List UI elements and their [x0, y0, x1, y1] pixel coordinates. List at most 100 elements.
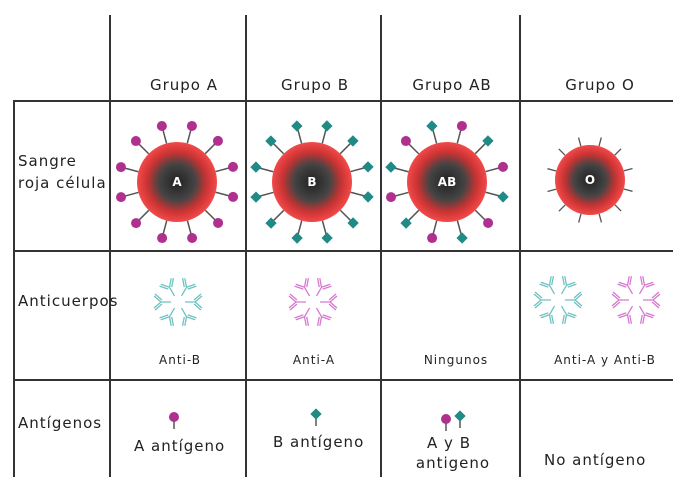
antigen-b	[347, 217, 359, 229]
antibody	[565, 291, 583, 309]
antigen-tick	[547, 168, 557, 172]
antigen-a	[227, 161, 238, 172]
antigen-a	[497, 161, 508, 172]
antibody-shape	[320, 293, 338, 311]
antigen-a	[400, 136, 411, 147]
antigen-b	[310, 408, 322, 420]
red-cell	[407, 142, 487, 222]
antigen-b	[456, 232, 468, 244]
antibody-shape	[638, 275, 655, 295]
antigen-a	[187, 232, 198, 243]
antigen-b	[250, 161, 262, 173]
antibody-shape	[611, 291, 629, 309]
antibody-shape	[159, 277, 176, 297]
antigen-b	[454, 410, 466, 422]
antigen-a	[427, 233, 438, 244]
antibody	[611, 291, 629, 309]
antibody	[539, 275, 556, 295]
antigen-label: B antígeno	[273, 433, 364, 451]
cell-type: B	[307, 175, 316, 189]
antibody	[643, 291, 661, 309]
labels: Grupo A Grupo B Grupo AB Grupo O Sangre …	[18, 76, 656, 472]
antigen-label: A y B	[427, 434, 471, 452]
antigen-b	[385, 161, 397, 173]
antibody-shape	[560, 305, 577, 325]
row-label: Sangre	[18, 152, 77, 170]
antibody-label: Anti-A y Anti-B	[554, 353, 656, 367]
antibody-shape	[315, 307, 332, 327]
antibody	[638, 305, 655, 325]
antibody	[560, 275, 577, 295]
antigen-a	[157, 233, 168, 244]
antibody	[294, 277, 311, 297]
red-cell	[137, 142, 217, 222]
antigen-label: No antígeno	[544, 451, 646, 469]
antibody-shape	[288, 293, 306, 311]
antibody	[320, 293, 338, 311]
antigen-tick	[598, 137, 602, 147]
antibody-shape	[180, 307, 197, 327]
antibody	[617, 305, 634, 325]
antigen-a	[130, 136, 141, 147]
red-cell	[555, 145, 625, 215]
row-label: roja célula	[18, 174, 107, 192]
antibody	[539, 305, 556, 325]
column-header: Grupo A	[150, 76, 218, 94]
antibody-shape	[560, 275, 577, 295]
antibody-shape	[643, 291, 661, 309]
column-header: Grupo B	[281, 76, 349, 94]
antibody-shape	[294, 307, 311, 327]
column-header: Grupo AB	[412, 76, 491, 94]
antigen-a	[212, 135, 223, 146]
antigen-b	[250, 191, 262, 203]
antibody	[180, 307, 197, 327]
antigen-b	[362, 191, 374, 203]
antibody-shape	[153, 293, 171, 311]
antigen-b	[291, 120, 303, 132]
row-label: Antígenos	[18, 414, 102, 432]
antigen-tick	[598, 213, 603, 223]
antibody-label: Ningunos	[424, 353, 488, 367]
antibody	[185, 293, 203, 311]
antigen-a	[131, 218, 142, 229]
antigen-label: A antígeno	[134, 437, 225, 455]
antibody-shape	[539, 275, 556, 295]
antibody	[560, 305, 577, 325]
antibody	[533, 291, 551, 309]
antibody	[153, 293, 171, 311]
antigen-b	[347, 135, 359, 147]
row-label: Anticuerpos	[18, 292, 118, 310]
antigen-a	[228, 191, 239, 202]
antigen-b	[291, 232, 303, 244]
table-grid	[13, 15, 673, 477]
antigen-b	[482, 135, 494, 147]
antibody	[638, 275, 655, 295]
antigen-tick	[558, 148, 566, 156]
red-cell	[272, 142, 352, 222]
antigen-tick	[578, 213, 582, 223]
antigen-a	[156, 121, 167, 132]
antigen-a	[483, 217, 494, 228]
antibody	[159, 277, 176, 297]
column-header: Grupo O	[565, 76, 635, 94]
antibody-shape	[159, 307, 176, 327]
antigen-tick	[623, 188, 633, 192]
antibody	[315, 307, 332, 327]
antigen-a	[115, 162, 126, 173]
antibody	[315, 277, 332, 297]
antigen-a	[386, 192, 397, 203]
antigen-tick	[623, 167, 633, 172]
antigen-tick	[577, 137, 582, 147]
antigen-b	[400, 217, 412, 229]
antigen-tick	[614, 204, 622, 212]
antigen-tick	[614, 148, 622, 156]
antibody	[294, 307, 311, 327]
antibody-label: Anti-B	[159, 353, 201, 367]
antigen-a	[441, 414, 451, 424]
antigen-b	[362, 161, 374, 173]
antigen-b	[265, 135, 277, 147]
antibody-shape	[315, 277, 332, 297]
antigen-a	[169, 412, 179, 422]
antibody-shape	[617, 305, 634, 325]
